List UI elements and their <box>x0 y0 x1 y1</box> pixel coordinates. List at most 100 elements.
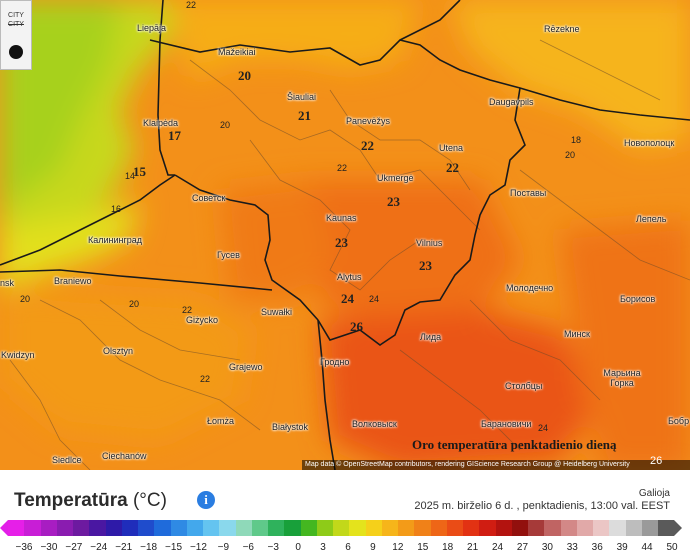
scale-tick-label: 0 <box>295 542 301 553</box>
city-label[interactable]: Klaipėda <box>143 118 179 128</box>
scale-tick-label: 6 <box>345 542 351 553</box>
scale-swatch <box>333 520 350 536</box>
scale-swatch <box>544 520 561 536</box>
city-label[interactable]: Новополоцк <box>624 138 675 148</box>
scale-swatch <box>658 520 675 536</box>
temp-label: 24 <box>538 423 549 433</box>
scale-swatch <box>284 520 301 536</box>
city-label[interactable]: Минск <box>564 329 590 339</box>
legend-unit: (°C) <box>132 490 167 511</box>
temp-label: 22 <box>182 305 193 315</box>
scale-swatch <box>576 520 593 536</box>
city-label[interactable]: Лида <box>420 332 442 342</box>
city-label[interactable]: Лепель <box>636 214 667 224</box>
city-label[interactable]: Alytus <box>337 272 362 282</box>
scale-swatch <box>625 520 642 536</box>
temp-label: 22 <box>337 163 348 173</box>
scale-swatch <box>121 520 138 536</box>
city-label[interactable]: Liepāja <box>137 23 167 33</box>
scale-tick-label: −30 <box>40 542 58 553</box>
temp-label: 24 <box>369 294 380 304</box>
scale-swatch <box>641 520 658 536</box>
temp-label: 23 <box>387 194 400 209</box>
scale-swatch <box>170 520 187 536</box>
city-label[interactable]: Panevėžys <box>346 116 391 126</box>
scale-tick-label: −15 <box>165 542 183 553</box>
city-label[interactable]: nsk <box>0 278 15 288</box>
temp-label: 24 <box>341 291 354 306</box>
city-label[interactable]: Vilnius <box>416 238 443 248</box>
scale-tick-label: −24 <box>90 542 108 553</box>
city-label[interactable]: Daugavpils <box>489 97 534 107</box>
temp-label: 22 <box>361 138 374 153</box>
valid-label: Galioja <box>638 488 670 499</box>
scale-swatch <box>235 520 252 536</box>
scale-swatch <box>463 520 480 536</box>
weather-map[interactable]: Liepāja Mažeikiai Rēzekne Šiauliai Dauga… <box>0 0 690 470</box>
city-label[interactable]: Šiauliai <box>287 92 317 102</box>
temp-label: 23 <box>419 258 432 273</box>
city-label[interactable]: Барановичи <box>481 419 532 429</box>
city-label[interactable]: Ciechanów <box>102 451 147 461</box>
scale-tick-label: 24 <box>491 542 504 553</box>
city-label[interactable]: Марьина Горка <box>603 368 641 388</box>
scale-swatch <box>154 520 171 536</box>
scale-swatch <box>251 520 268 536</box>
scale-swatch <box>89 520 106 536</box>
scale-tick-label: −9 <box>217 542 230 553</box>
city-label[interactable]: Grajewo <box>229 362 263 372</box>
scale-swatch <box>316 520 333 536</box>
scale-swatch <box>138 520 155 536</box>
city-label[interactable]: Siedlce <box>52 455 82 465</box>
city-label[interactable]: Rēzekne <box>544 24 580 34</box>
temp-label: 22 <box>446 160 459 175</box>
dot-icon <box>9 45 23 59</box>
city-label[interactable]: Гродно <box>320 357 350 367</box>
scale-swatch <box>560 520 577 536</box>
city-label[interactable]: Советск <box>192 193 226 203</box>
city-label[interactable]: Suwałki <box>261 307 293 317</box>
scale-tick-label: −21 <box>115 542 133 553</box>
scale-tick-label: −36 <box>15 542 33 553</box>
temp-label: 23 <box>335 235 348 250</box>
scale-swatch <box>430 520 447 536</box>
scale-swatch <box>105 520 122 536</box>
city-label[interactable]: Giżycko <box>186 315 219 325</box>
city-label[interactable]: Калининград <box>88 235 143 245</box>
city-label[interactable]: Молодечно <box>506 283 554 293</box>
city-label[interactable]: Столбцы <box>505 381 543 391</box>
scale-arrow-left-icon <box>0 520 8 536</box>
temp-label: 22 <box>186 0 197 10</box>
city-label[interactable]: Ukmergė <box>377 173 414 183</box>
scale-tick-label: 30 <box>541 542 553 553</box>
city-label[interactable]: Гусев <box>217 250 240 260</box>
scale-tick-label: 27 <box>516 542 529 553</box>
scale-tick-label: 3 <box>320 542 326 553</box>
city-labels-toggle[interactable]: CITY CITY <box>3 11 29 35</box>
scale-swatch <box>56 520 73 536</box>
point-marker-toggle[interactable] <box>3 39 29 65</box>
temp-label: 21 <box>298 108 311 123</box>
scale-swatch <box>381 520 398 536</box>
city-label[interactable]: Łomża <box>207 416 235 426</box>
city-label[interactable]: Olsztyn <box>103 346 134 356</box>
city-label[interactable]: Бобр <box>668 416 690 426</box>
city-label[interactable]: Mažeikiai <box>218 47 256 57</box>
scale-tick-label: 33 <box>566 542 578 553</box>
city-label[interactable]: Białystok <box>272 422 309 432</box>
city-label[interactable]: Kaunas <box>326 213 357 223</box>
scale-swatch <box>349 520 366 536</box>
city-label[interactable]: Utena <box>439 143 464 153</box>
scale-tick-label: 21 <box>467 542 479 553</box>
legend-title-text: Temperatūra <box>14 490 128 511</box>
city-label[interactable]: Волковыск <box>352 419 397 429</box>
city-label[interactable]: Поставы <box>510 188 547 198</box>
city-label[interactable]: Kwidzyn <box>1 350 35 360</box>
temp-label: 17 <box>168 128 181 143</box>
scale-tick-label: 36 <box>591 542 603 553</box>
city-label[interactable]: Braniewo <box>54 276 92 286</box>
scale-swatch <box>24 520 41 536</box>
info-icon[interactable]: i <box>197 491 215 509</box>
city-label[interactable]: Борисов <box>620 294 656 304</box>
city-toggle-text: CITY <box>8 12 24 19</box>
